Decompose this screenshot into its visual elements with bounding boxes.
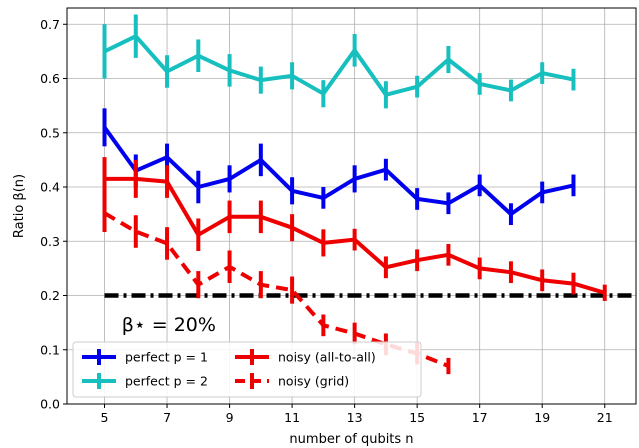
- plot-frame: [66, 7, 637, 405]
- y-tick-label: 0.6: [40, 71, 60, 86]
- series-line: [102, 126, 574, 217]
- legend-box: [72, 341, 422, 398]
- legend-entry: perfect p = 1: [82, 349, 208, 365]
- legend-entry: noisy (all-to-all): [235, 349, 376, 365]
- y-tick-label: 0.4: [40, 180, 60, 195]
- y-tick-label: 0.5: [40, 125, 60, 140]
- series-line: [103, 34, 574, 97]
- legend-label: perfect p = 2: [125, 374, 208, 389]
- axis-ticks: 5 7 9 11 13 15 17 19 21 0.0 0.1 0.2 0.3 0.4 0.5 0.6 0.7: [40, 17, 613, 425]
- x-tick-label: 19: [534, 410, 550, 425]
- x-tick-label: 13: [347, 410, 363, 425]
- legend-label: noisy (grid): [278, 374, 349, 389]
- x-tick-label: 7: [163, 410, 171, 425]
- series-layer: [102, 14, 607, 375]
- y-tick-label: 0.3: [40, 234, 60, 249]
- y-tick-label: 0.2: [40, 288, 60, 303]
- x-tick-label: 9: [226, 410, 234, 425]
- series-3: [102, 157, 607, 301]
- x-tick-label: 21: [597, 410, 613, 425]
- y-tick-label: 0.7: [40, 17, 60, 32]
- legend-label: noisy (all-to-all): [278, 350, 376, 365]
- y-tick-label: 0.1: [40, 342, 60, 357]
- x-axis-label: number of qubits n: [289, 432, 413, 447]
- x-tick-label: 15: [409, 410, 425, 425]
- legend-entry: perfect p = 2: [82, 373, 208, 389]
- y-tick-label: 0.0: [40, 397, 60, 412]
- legend: perfect p = 1 perfect p = 2 noisy (all-to-…: [72, 341, 422, 398]
- threshold-label: β⋆ = 20%: [122, 314, 216, 336]
- series-1: [102, 108, 576, 225]
- y-axis-label: Ratio β(n): [12, 174, 27, 238]
- legend-entry: noisy (grid): [235, 373, 349, 389]
- legend-label: perfect p = 1: [125, 350, 208, 365]
- x-tick-label: 17: [472, 410, 488, 425]
- series-2: [102, 14, 576, 109]
- x-tick-label: 11: [284, 410, 300, 425]
- x-tick-label: 5: [101, 410, 109, 425]
